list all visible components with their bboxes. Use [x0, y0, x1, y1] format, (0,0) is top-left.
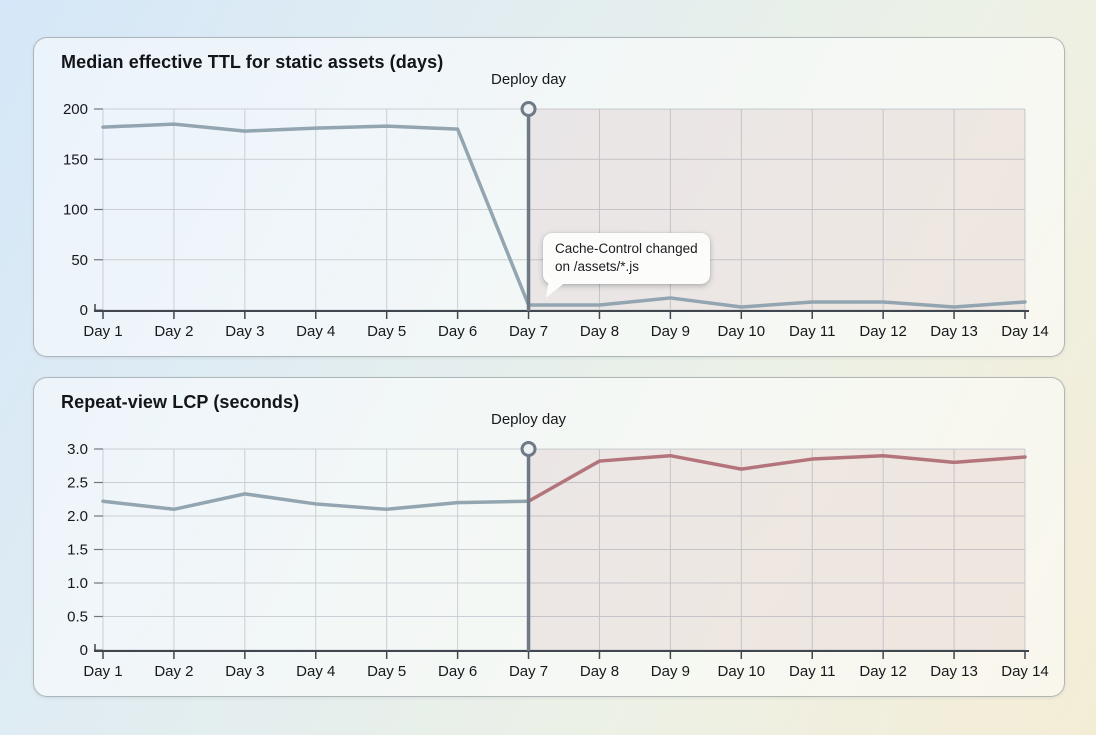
x-tick-label: Day 13 [930, 323, 978, 340]
chart-title-ttl: Median effective TTL for static assets (… [61, 52, 444, 72]
series-line-pre-deploy [101, 492, 531, 512]
y-tick-label: 1.5 [67, 542, 88, 559]
deploy-circle [520, 101, 537, 117]
lcp-chart-canvas: 0 0.5 1.0 1.5 2.0 2.5 3.0 Day 1 Day 2 Day 3 Day 4 D… [34, 378, 1064, 696]
y-tick-label: 3.0 [67, 441, 88, 458]
x-tick-label: Day 8 [580, 663, 619, 680]
x-tick-label: Day 9 [651, 663, 690, 680]
chart-svg: 0 0.5 1.0 1.5 2.0 2.5 3.0 Day 1 Day 2 Day 3 Day 4 D… [67, 441, 1049, 680]
x-tick-label: Day 10 [718, 323, 766, 340]
x-tick-label: Day 6 [438, 323, 477, 340]
ttl-chart-canvas: 0 50 100 150 200 Day 1 Day 2 Day 3 Day 4 Day 5 Day… [34, 38, 1064, 356]
y-tick-label: 2.5 [67, 475, 88, 492]
annotation-line-2: on /assets/*.js [555, 258, 640, 274]
x-tick-label: Day 7 [509, 323, 548, 340]
series-line-post-deploy [526, 453, 1027, 504]
x-tick-label: Day 4 [296, 663, 335, 680]
y-tick-label: 100 [63, 202, 88, 219]
deploy-day-label: Deploy day [491, 71, 567, 88]
lcp-chart-card: 0 0.5 1.0 1.5 2.0 2.5 3.0 Day 1 Day 2 Day 3 Day 4 D… [33, 377, 1065, 697]
x-tick-label: Day 2 [154, 663, 193, 680]
y-tick-label: 50 [71, 252, 88, 269]
x-tick-label: Day 10 [718, 663, 766, 680]
y-tick-label: 0 [80, 302, 88, 319]
x-tick-label: Day 4 [296, 323, 335, 340]
y-tick-label: 1.0 [67, 575, 88, 592]
y-tick-label: 150 [63, 151, 88, 168]
y-tick-label: 0 [80, 642, 88, 659]
post-deploy-shade [528, 449, 1025, 651]
y-tick-label: 0.5 [67, 609, 88, 626]
chart-title-lcp: Repeat-view LCP (seconds) [61, 392, 300, 412]
x-tick-label: Day 3 [225, 323, 264, 340]
x-tick-label: Day 3 [225, 663, 264, 680]
x-tick-label: Day 9 [651, 323, 690, 340]
x-tick-label: Day 8 [580, 323, 619, 340]
x-tick-label: Day 11 [789, 323, 835, 340]
deploy-circle [520, 441, 537, 457]
x-tick-label: Day 2 [154, 323, 193, 340]
x-tick-label: Day 1 [83, 663, 122, 680]
ttl-chart-card: 0 50 100 150 200 Day 1 Day 2 Day 3 Day 4 Day 5 Day… [33, 37, 1065, 357]
x-tick-label: Day 7 [509, 663, 548, 680]
x-tick-label: Day 14 [1001, 323, 1049, 340]
series-line [101, 122, 1027, 309]
x-tick-label: Day 5 [367, 323, 406, 340]
x-tick-label: Day 5 [367, 663, 406, 680]
y-tick-label: 200 [63, 101, 88, 118]
annotation-callout: Cache-Control changed on /assets/*.js [543, 233, 710, 298]
x-tick-label: Day 14 [1001, 663, 1049, 680]
x-tick-label: Day 12 [859, 663, 907, 680]
x-tick-label: Day 12 [859, 323, 907, 340]
x-tick-label: Day 13 [930, 663, 978, 680]
x-tick-label: Day 1 [83, 323, 122, 340]
x-tick-label: Day 6 [438, 663, 477, 680]
annotation-line-1: Cache-Control changed [555, 241, 698, 256]
y-tick-label: 2.0 [67, 508, 88, 525]
chart-svg: 0 50 100 150 200 Day 1 Day 2 Day 3 Day 4 Day 5 Day… [63, 101, 1049, 340]
deploy-day-label: Deploy day [491, 411, 567, 428]
x-tick-label: Day 11 [789, 663, 835, 680]
